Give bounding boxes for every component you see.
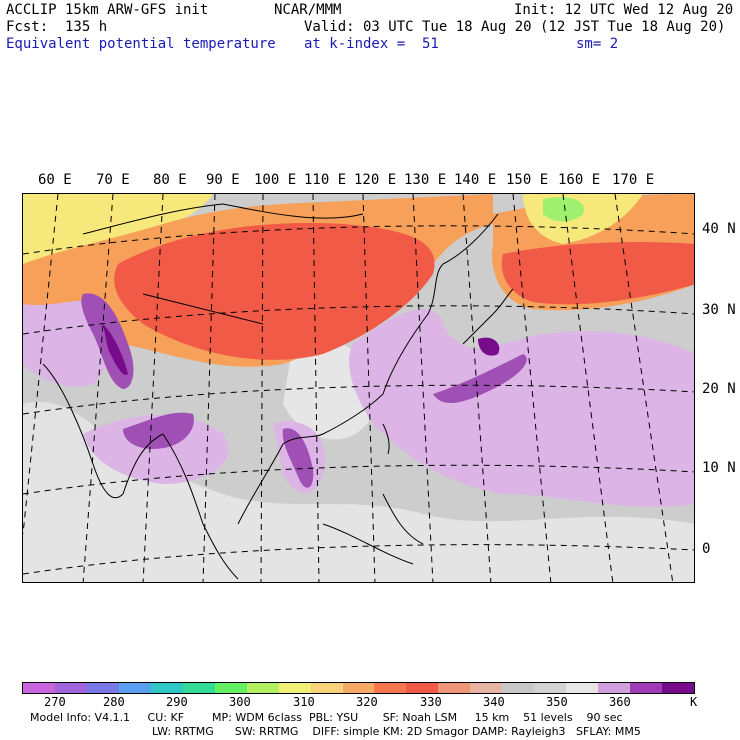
colorbar-tick-320: 320: [356, 695, 378, 709]
pacific-purple: [433, 354, 527, 404]
level-index: at k-index = 51: [304, 36, 439, 52]
lat-label-30n: 30 N: [702, 302, 736, 318]
equivalent-potential-temperature-map: [22, 193, 695, 583]
lon-label-90e: 90 E: [206, 172, 240, 188]
colorbar-segment: [566, 683, 599, 693]
lon-label-170e: 170 E: [612, 172, 655, 188]
parallel-lines: [23, 225, 694, 575]
colorbar-segment: [502, 683, 535, 693]
colorbar-tick-330: 330: [420, 695, 442, 709]
smoothing: sm= 2: [576, 36, 619, 52]
green-region: [543, 197, 584, 222]
colorbar: [22, 682, 695, 694]
yellow-region: [23, 194, 213, 264]
model-info-line2: LW: RRTMG SW: RRTMG DIFF: simple KM: 2D …: [152, 725, 641, 738]
pacific-dark-purple: [478, 337, 500, 356]
colorbar-segment: [54, 683, 87, 693]
lon-label-140e: 140 E: [454, 172, 497, 188]
meridian-lines: [23, 194, 674, 582]
colorbar-segment: [86, 683, 119, 693]
lat-label-0: 0: [702, 541, 711, 557]
lat-label-20n: 20 N: [702, 381, 736, 397]
colorbar-segment: [438, 683, 471, 693]
colorbar-segment: [534, 683, 567, 693]
model-info-line1: Model Info: V4.1.1 CU: KF MP: WDM 6class…: [30, 711, 623, 724]
ocean-light-region: [23, 448, 694, 582]
colorbar-segment: [662, 683, 695, 693]
colorbar-segment: [23, 683, 55, 693]
colorbar-segment: [470, 683, 503, 693]
colorbar-tick-340: 340: [483, 695, 505, 709]
colorbar-unit: K: [690, 695, 698, 709]
colorbar-tick-310: 310: [293, 695, 315, 709]
pacific-light-purple: [349, 309, 694, 507]
arabian-light-region: [23, 402, 113, 497]
colorbar-segment: [406, 683, 439, 693]
variable-name: Equivalent potential temperature: [6, 36, 276, 52]
colorbar-tick-360: 360: [609, 695, 631, 709]
colorbar-tick-270: 270: [44, 695, 66, 709]
map-canvas: [23, 194, 694, 582]
colorbar-tick-300: 300: [229, 695, 251, 709]
lon-label-120e: 120 E: [354, 172, 397, 188]
colorbar-segment: [150, 683, 183, 693]
init-time: Init: 12 UTC Wed 12 Aug 20: [514, 2, 734, 18]
himalaya-dark-purple: [103, 324, 128, 375]
colorbar-segment: [182, 683, 215, 693]
colorbar-segment: [246, 683, 279, 693]
red-region: [114, 223, 435, 360]
coastlines: [42, 203, 514, 580]
colorbar-tick-280: 280: [103, 695, 125, 709]
lon-label-150e: 150 E: [506, 172, 549, 188]
lat-label-10n: 10 N: [702, 460, 736, 476]
colorbar-segment: [278, 683, 311, 693]
lon-label-60e: 60 E: [38, 172, 72, 188]
colorbar-tick-290: 290: [166, 695, 188, 709]
colorbar-segment: [342, 683, 375, 693]
colorbar-segment: [214, 683, 247, 693]
colorbar-tick-350: 350: [546, 695, 568, 709]
model-title: ACCLIP 15km ARW-GFS init: [6, 2, 209, 18]
lat-label-40n: 40 N: [702, 221, 736, 237]
lon-label-80e: 80 E: [153, 172, 187, 188]
vietnam-purple: [282, 428, 314, 488]
colorbar-segment: [598, 683, 631, 693]
bay-of-bengal-light-purple: [83, 415, 229, 484]
lon-label-70e: 70 E: [96, 172, 130, 188]
colorbar-segment: [118, 683, 151, 693]
lon-label-160e: 160 E: [558, 172, 601, 188]
valid-time: Valid: 03 UTC Tue 18 Aug 20 (12 JST Tue …: [304, 19, 726, 35]
colorbar-segment: [374, 683, 407, 693]
colorbar-segment: [310, 683, 343, 693]
forecast-hour: Fcst: 135 h: [6, 19, 108, 35]
colorbar-segment: [630, 683, 663, 693]
lon-label-130e: 130 E: [404, 172, 447, 188]
bengal-purple: [123, 412, 194, 449]
northeast-red-region: [501, 242, 694, 305]
organization: NCAR/MMM: [274, 2, 342, 18]
lon-label-100e: 100 E: [254, 172, 297, 188]
lon-label-110e: 110 E: [304, 172, 347, 188]
